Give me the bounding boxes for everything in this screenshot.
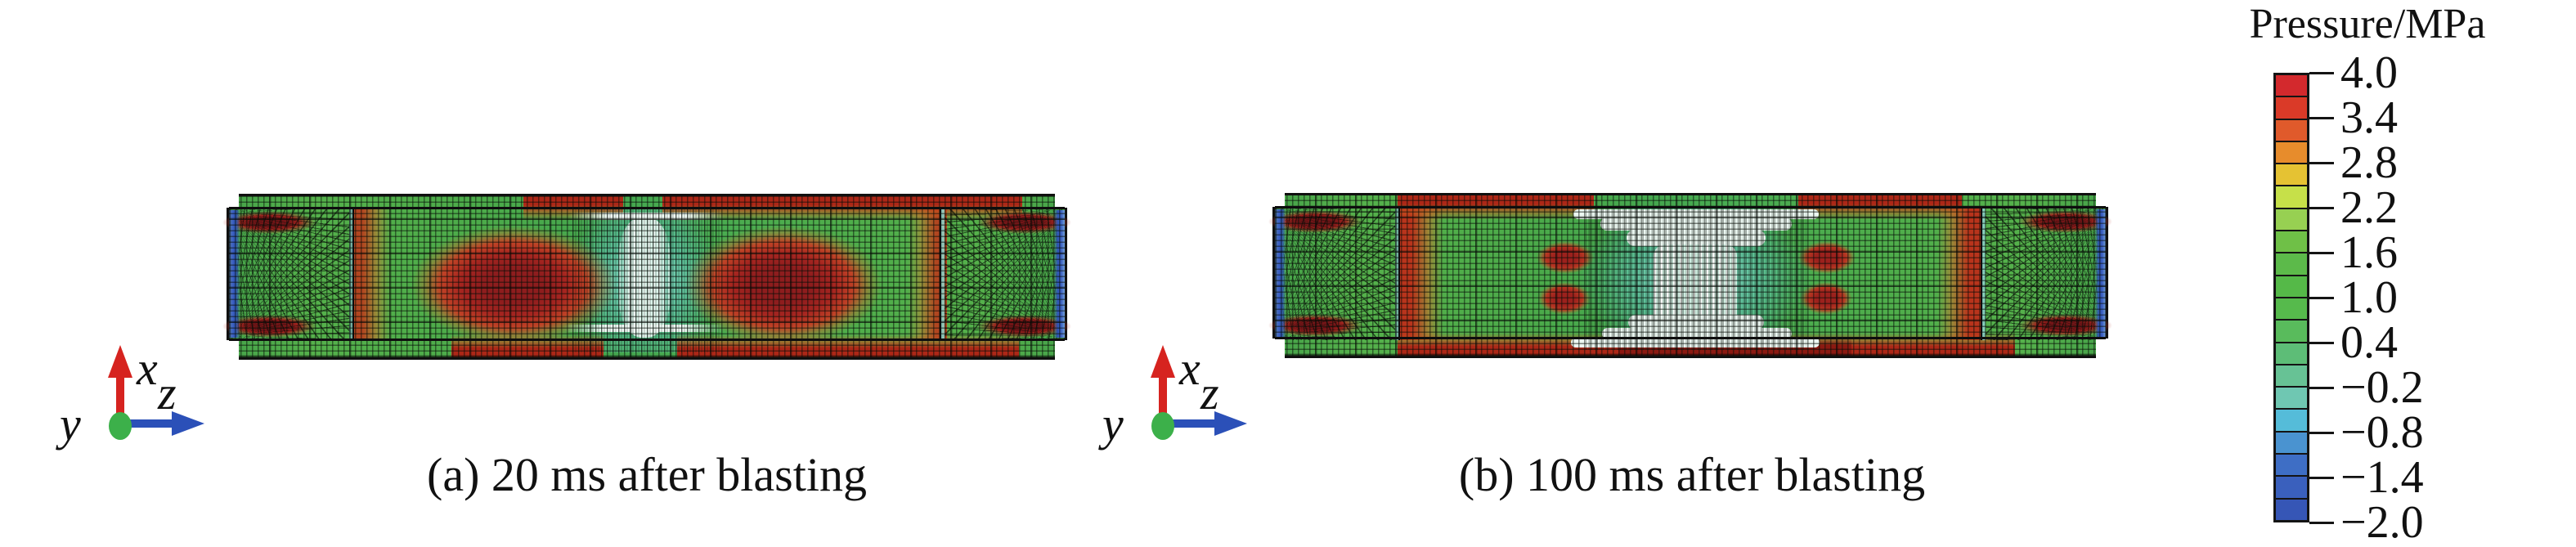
corner-notch xyxy=(1055,340,1067,360)
corner-notch xyxy=(1055,194,1067,208)
colorbar-tick xyxy=(2309,476,2334,479)
colorbar-tick-label: 2.8 xyxy=(2340,137,2398,188)
origin-dot xyxy=(109,412,132,440)
colorbar-tick-label: 2.2 xyxy=(2340,182,2398,233)
fem-mesh-dense xyxy=(1586,206,1806,350)
x-axis-label: x xyxy=(136,342,158,395)
colorbar-tick-label: 4.0 xyxy=(2340,47,2398,98)
corner-notch xyxy=(227,194,239,208)
colorbar-segment xyxy=(2276,185,2307,208)
flange-boundary-line xyxy=(1275,206,2106,208)
colorbar-tick xyxy=(2309,431,2334,434)
colorbar-tick xyxy=(2309,341,2334,344)
axis-triad-a: x z y xyxy=(56,342,204,451)
colorbar-segment xyxy=(2276,453,2307,476)
axis-triad-b: x z y xyxy=(1098,342,1247,451)
colorbar-tick xyxy=(2309,386,2334,389)
colorbar-tick xyxy=(2309,296,2334,299)
colorbar-segment xyxy=(2276,408,2307,431)
colorbar-segment xyxy=(2276,140,2307,164)
z-axis-arrowhead xyxy=(1214,411,1247,436)
colorbar-tick-label: −0.2 xyxy=(2340,362,2424,413)
colorbar-tick xyxy=(2309,116,2334,119)
colorbar-segment xyxy=(2276,118,2307,141)
origin-dot xyxy=(1151,412,1174,440)
colorbar-tick-label: −2.0 xyxy=(2340,497,2424,547)
colorbar-tick-label: 0.4 xyxy=(2340,317,2398,368)
flange-boundary-line xyxy=(229,207,1065,209)
colorbar-segment xyxy=(2276,274,2307,297)
colorbar-ticks: 4.0 3.4 2.8 2.2 1.6 1.0 0.4 −0.2 −0.8 −1.4 −2.0 xyxy=(2309,50,2522,545)
z-axis-label: z xyxy=(157,366,177,419)
colorbar-gradient xyxy=(2273,73,2309,522)
colorbar-tick xyxy=(2309,71,2334,74)
colorbar-tick xyxy=(2309,251,2334,254)
colorbar-tick xyxy=(2309,521,2334,524)
x-axis-arrowhead xyxy=(1151,345,1175,378)
colorbar-tick-label: 1.6 xyxy=(2340,227,2398,278)
colorbar-segment xyxy=(2276,319,2307,342)
colorbar-segment xyxy=(2276,75,2307,96)
z-axis-label: z xyxy=(1200,366,1219,419)
fem-mesh-overlay xyxy=(1275,195,2106,356)
x-axis-label: x xyxy=(1178,342,1200,395)
colorbar-segment xyxy=(2276,430,2307,454)
z-axis-arrowhead xyxy=(172,411,204,436)
colorbar-tick xyxy=(2309,161,2334,164)
x-axis-arrowhead xyxy=(108,345,132,378)
corner-notch xyxy=(2096,193,2108,207)
corner-notch xyxy=(2096,339,2108,358)
colorbar-tick-label: −0.8 xyxy=(2340,407,2424,458)
y-axis-label: y xyxy=(1098,397,1124,451)
colorbar-segment xyxy=(2276,363,2307,387)
colorbar-tick-label: −1.4 xyxy=(2340,452,2424,503)
colorbar-segment xyxy=(2276,475,2307,498)
colorbar-tick-label: 3.4 xyxy=(2340,92,2398,143)
flange-boundary-line xyxy=(1275,337,2106,339)
colorbar-segment xyxy=(2276,96,2307,119)
caption-panel-a: (a) 20 ms after blasting xyxy=(427,448,867,501)
y-axis-label: y xyxy=(56,397,81,451)
corner-notch xyxy=(1272,193,1285,207)
fem-mesh-overlay xyxy=(229,196,1065,357)
colorbar-segment xyxy=(2276,252,2307,275)
pressure-contour-plot-a xyxy=(222,194,1071,360)
colorbar-title: Pressure/MPa xyxy=(2249,1,2486,47)
colorbar-segment xyxy=(2276,163,2307,186)
colorbar-segment xyxy=(2276,296,2307,320)
colorbar-tick-label: 1.0 xyxy=(2340,272,2398,323)
colorbar-tick xyxy=(2309,206,2334,209)
corner-notch xyxy=(227,340,239,360)
colorbar-segment xyxy=(2276,341,2307,364)
caption-panel-b: (b) 100 ms after blasting xyxy=(1458,448,1926,501)
colorbar-segment xyxy=(2276,230,2307,253)
fem-mesh-dense xyxy=(572,207,720,352)
corner-notch xyxy=(1272,339,1285,358)
colorbar-segment xyxy=(2276,497,2307,520)
colorbar-segment xyxy=(2276,207,2307,231)
pressure-contour-plot-b xyxy=(1268,193,2112,358)
colorbar-segment xyxy=(2276,386,2307,409)
flange-boundary-line xyxy=(229,339,1065,341)
